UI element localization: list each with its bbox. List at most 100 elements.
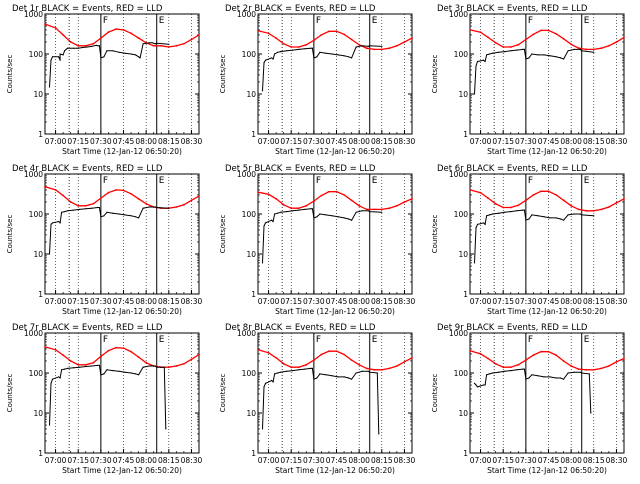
events-point	[484, 60, 486, 63]
events-point	[367, 370, 369, 372]
lld-point	[122, 347, 125, 349]
events-point	[560, 377, 562, 379]
events-point	[473, 262, 476, 264]
x-tick-label: 07:30	[515, 137, 537, 146]
lld-point	[107, 349, 110, 352]
x-tick-label: 08:00	[348, 297, 370, 306]
events-point	[106, 50, 108, 52]
panel-title: Det 7r BLACK = Events, RED = LLD	[12, 323, 163, 333]
events-point	[348, 377, 350, 379]
y-tick-label: 1000	[237, 329, 256, 338]
events-point	[100, 216, 102, 218]
lld-point	[167, 366, 170, 369]
events-point	[277, 51, 279, 53]
x-tick-label: 07:30	[303, 137, 325, 146]
lld-point	[585, 368, 588, 371]
lld-point	[69, 360, 72, 362]
events-point	[130, 53, 132, 55]
events-point	[337, 54, 339, 56]
events-point	[50, 59, 52, 61]
events-point	[163, 366, 165, 368]
events-point	[112, 212, 114, 214]
events-point	[492, 213, 494, 215]
lld-point	[84, 363, 87, 366]
lld-point	[411, 356, 413, 359]
lld-point	[145, 361, 148, 364]
lld-point	[267, 351, 270, 354]
lld-point	[69, 201, 72, 203]
events-point	[148, 42, 150, 44]
lld-point	[290, 46, 293, 48]
events-point	[319, 373, 321, 375]
events-point	[531, 53, 533, 55]
events-point	[537, 54, 539, 56]
lld-point	[167, 46, 170, 48]
events-point	[348, 218, 350, 220]
x-tick-label: 08:15	[583, 456, 605, 465]
lld-point	[257, 191, 259, 194]
lld-point	[608, 44, 610, 47]
x-tick-label: 08:15	[583, 137, 605, 146]
lld-point	[190, 38, 193, 41]
marker-label: E	[584, 335, 590, 345]
lld-point	[479, 353, 482, 355]
lld-point	[328, 30, 330, 33]
events-point	[58, 56, 60, 58]
events-point	[86, 46, 88, 48]
events-point	[59, 53, 61, 55]
plot-frame	[44, 13, 200, 135]
events-point	[476, 60, 479, 63]
events-point	[343, 55, 345, 57]
y-tick-label: 10	[458, 250, 468, 259]
lld-point	[313, 359, 315, 361]
events-point	[581, 50, 583, 52]
events-point	[138, 56, 140, 58]
x-tick-label: 07:00	[45, 297, 67, 306]
lld-point	[540, 29, 542, 32]
events-point	[579, 371, 581, 373]
lld-series-line	[44, 346, 200, 368]
x-tick-label: 07:30	[303, 456, 325, 465]
lld-point	[198, 34, 200, 36]
lld-point	[107, 191, 110, 194]
events-point	[361, 210, 363, 212]
x-tick-label: 07:15	[492, 137, 514, 146]
events-point	[361, 45, 363, 47]
events-point	[118, 51, 120, 53]
x-tick-label: 07:00	[470, 137, 492, 146]
lld-point	[137, 37, 140, 39]
lld-point	[615, 360, 618, 363]
lld-point	[623, 36, 625, 39]
x-tick-label: 07:45	[113, 297, 135, 306]
lld-point	[585, 209, 588, 212]
lld-point	[509, 46, 512, 48]
lld-point	[600, 47, 603, 50]
events-point	[476, 223, 479, 225]
lld-point	[592, 209, 595, 212]
lld-point	[562, 37, 565, 40]
lld-point	[547, 190, 550, 193]
events-point	[97, 206, 99, 209]
events-point	[103, 56, 105, 58]
panel-det-9: Det 9r BLACK = Events, RED = LLD 1 10 100 10…	[431, 323, 627, 475]
lld-point	[282, 362, 285, 365]
lld-point	[313, 200, 315, 203]
x-tick-label: 07:30	[90, 456, 112, 465]
events-point	[97, 364, 99, 366]
events-point	[124, 52, 126, 54]
x-tick-label: 07:15	[492, 456, 514, 465]
x-tick-label: 08:00	[135, 137, 157, 146]
x-tick-label: 07:15	[67, 297, 89, 306]
events-point	[261, 90, 264, 92]
events-point	[58, 220, 60, 223]
y-axis-label: Counts/sec	[219, 374, 227, 413]
lld-point	[502, 46, 505, 48]
x-tick-label: 08:00	[348, 456, 370, 465]
lld-point	[396, 44, 398, 47]
events-point	[593, 51, 595, 53]
events-point	[381, 211, 383, 213]
events-point	[489, 53, 491, 55]
marker-label: F	[528, 16, 533, 26]
lld-point	[396, 204, 398, 207]
lld-point	[570, 365, 573, 367]
